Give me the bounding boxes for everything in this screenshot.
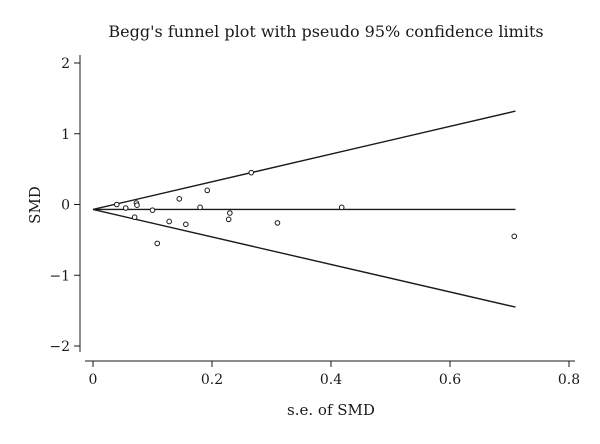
study-point (114, 201, 120, 208)
y-tick-label: −1 (49, 268, 70, 284)
study-point (248, 169, 255, 176)
study-point (274, 220, 281, 226)
study-point (338, 204, 345, 211)
x-tick-label: 0.4 (320, 372, 342, 388)
study-point (134, 202, 140, 209)
x-tick-label: 0.2 (201, 372, 223, 388)
x-tick-label: 0.8 (558, 372, 580, 388)
study-point (166, 218, 172, 225)
study-point (204, 187, 211, 194)
lower-confidence-limit-line (92, 208, 516, 308)
y-axis-label: SMD (26, 186, 44, 224)
y-tick-label: 1 (61, 127, 70, 143)
study-point (227, 210, 233, 216)
study-point (131, 214, 138, 221)
study-point (183, 221, 189, 228)
study-point (122, 205, 129, 211)
y-tick-label: −2 (49, 339, 70, 355)
x-tick-label: 0 (89, 372, 98, 388)
study-point (154, 240, 161, 247)
study-point (511, 233, 518, 240)
study-point (149, 207, 156, 213)
y-tick-label: 0 (61, 198, 70, 214)
x-tick-label: 0.6 (439, 372, 461, 388)
study-point (176, 196, 183, 202)
plot-area: −2 −1 0 1 2 0 0.2 0.4 0.6 0.8 (49, 55, 580, 388)
study-point (197, 204, 203, 211)
study-point (225, 216, 232, 223)
chart-title: Begg's funnel plot with pseudo 95% confi… (108, 22, 543, 41)
upper-confidence-limit-line (92, 110, 516, 211)
y-tick-label: 2 (61, 56, 70, 72)
x-axis-label: s.e. of SMD (287, 401, 375, 419)
